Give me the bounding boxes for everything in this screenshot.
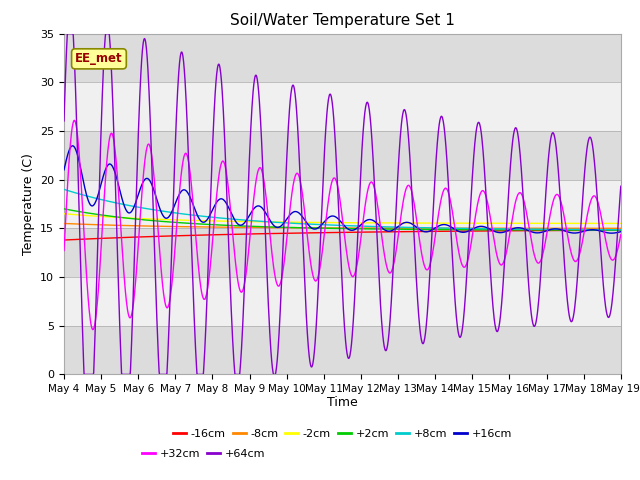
+64cm xyxy=(617,183,625,189)
+32cm xyxy=(617,232,625,238)
+32cm xyxy=(127,315,134,321)
-8cm xyxy=(60,221,68,227)
+64cm xyxy=(319,188,326,194)
+16cm xyxy=(378,224,385,230)
+32cm xyxy=(319,247,326,252)
+8cm xyxy=(308,221,316,227)
-16cm xyxy=(377,229,385,235)
-16cm xyxy=(103,235,111,241)
+16cm xyxy=(126,210,134,216)
Legend: +32cm, +64cm: +32cm, +64cm xyxy=(137,444,269,464)
Line: +16cm: +16cm xyxy=(64,146,621,233)
+16cm xyxy=(617,229,625,235)
+16cm xyxy=(297,212,305,217)
+8cm xyxy=(103,198,111,204)
+2cm xyxy=(318,225,326,231)
+2cm xyxy=(296,225,304,230)
+32cm xyxy=(89,327,97,333)
Bar xyxy=(64,277,621,326)
Bar xyxy=(64,326,621,374)
+64cm xyxy=(297,193,305,199)
Line: -8cm: -8cm xyxy=(64,224,621,228)
+8cm xyxy=(60,187,68,192)
-8cm xyxy=(126,223,134,228)
+16cm xyxy=(68,143,76,149)
Line: +64cm: +64cm xyxy=(64,34,621,374)
+64cm xyxy=(308,362,316,368)
+32cm xyxy=(70,118,78,123)
+8cm xyxy=(296,221,304,227)
-16cm xyxy=(60,237,68,243)
-8cm xyxy=(617,226,625,231)
X-axis label: Time: Time xyxy=(327,396,358,408)
Bar xyxy=(64,34,621,82)
-2cm xyxy=(318,220,326,226)
-8cm xyxy=(103,222,111,228)
+2cm xyxy=(103,213,111,218)
-16cm xyxy=(308,230,316,236)
+32cm xyxy=(308,271,316,276)
-8cm xyxy=(296,225,304,230)
+16cm xyxy=(607,230,615,236)
-2cm xyxy=(126,215,134,221)
-16cm xyxy=(617,228,625,233)
Line: -16cm: -16cm xyxy=(64,230,621,240)
-2cm xyxy=(308,219,316,225)
+64cm xyxy=(127,367,134,373)
Line: -2cm: -2cm xyxy=(64,214,621,223)
+8cm xyxy=(126,203,134,208)
+16cm xyxy=(60,167,68,173)
+64cm xyxy=(64,31,72,36)
+8cm xyxy=(617,227,625,233)
Bar xyxy=(64,228,621,277)
-2cm xyxy=(296,219,304,225)
+32cm xyxy=(104,148,111,154)
+2cm xyxy=(126,216,134,221)
Text: EE_met: EE_met xyxy=(75,52,123,65)
Bar xyxy=(64,131,621,180)
+64cm xyxy=(80,372,88,377)
Bar xyxy=(64,180,621,228)
+8cm xyxy=(318,222,326,228)
-2cm xyxy=(377,220,385,226)
Bar xyxy=(64,82,621,131)
+32cm xyxy=(297,182,305,188)
-8cm xyxy=(377,225,385,231)
+2cm xyxy=(377,226,385,232)
Title: Soil/Water Temperature Set 1: Soil/Water Temperature Set 1 xyxy=(230,13,455,28)
-8cm xyxy=(318,225,326,231)
+2cm xyxy=(308,225,316,231)
-16cm xyxy=(318,230,326,236)
Line: +8cm: +8cm xyxy=(64,190,621,230)
+2cm xyxy=(617,227,625,233)
-2cm xyxy=(617,220,625,226)
-2cm xyxy=(103,214,111,220)
+2cm xyxy=(60,206,68,212)
+16cm xyxy=(104,163,111,168)
-16cm xyxy=(296,230,304,236)
+64cm xyxy=(104,31,111,36)
-16cm xyxy=(126,234,134,240)
+64cm xyxy=(60,118,68,124)
Line: +2cm: +2cm xyxy=(64,209,621,230)
+8cm xyxy=(377,224,385,229)
+32cm xyxy=(378,232,385,238)
Y-axis label: Temperature (C): Temperature (C) xyxy=(22,153,35,255)
-2cm xyxy=(60,211,68,216)
+32cm xyxy=(60,248,68,253)
+16cm xyxy=(318,221,326,227)
-8cm xyxy=(308,225,316,231)
Line: +32cm: +32cm xyxy=(64,120,621,330)
+16cm xyxy=(308,226,316,231)
+64cm xyxy=(378,318,385,324)
